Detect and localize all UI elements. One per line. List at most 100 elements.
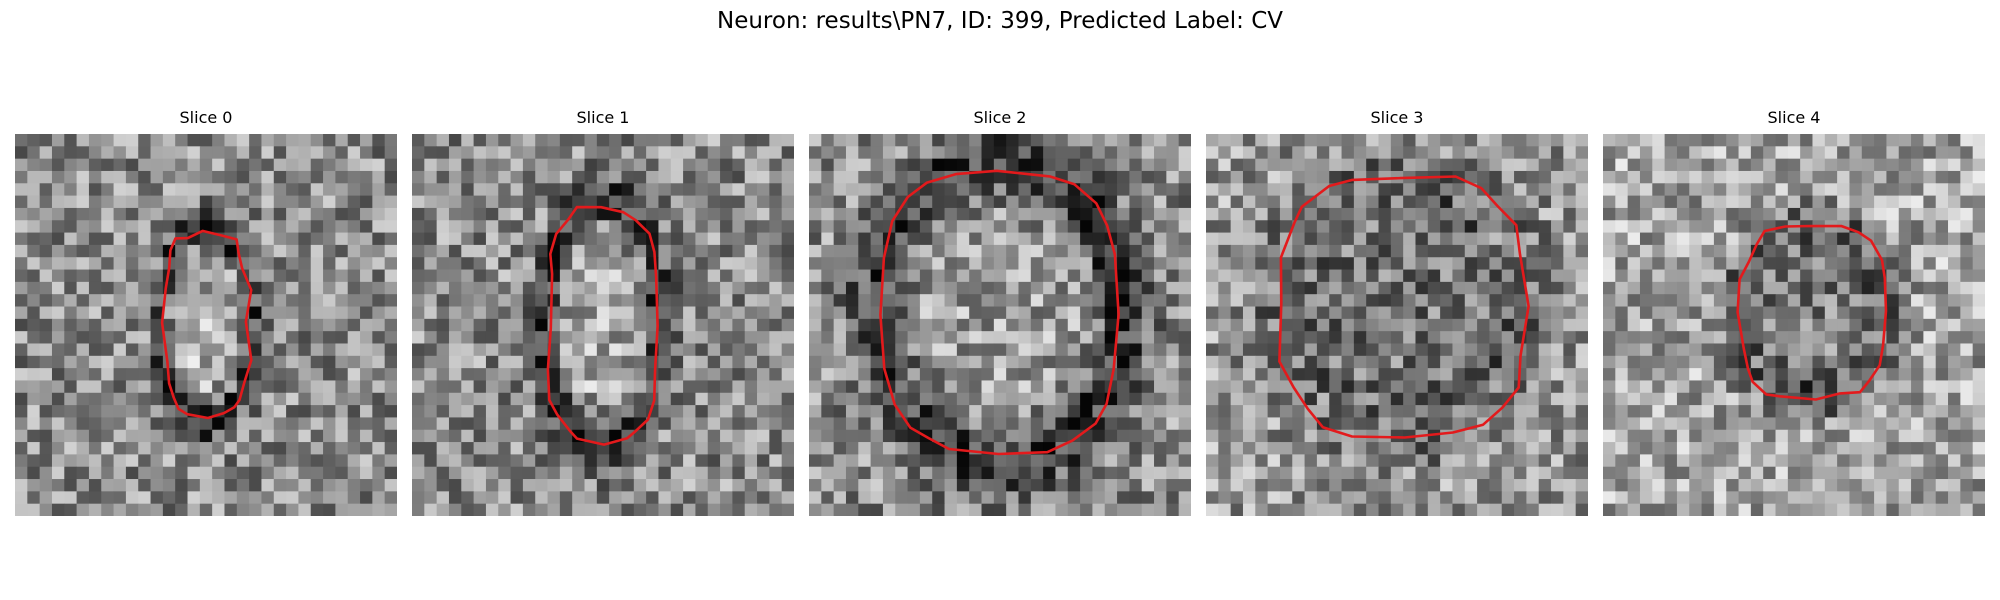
pixel [64,491,78,505]
pixel [919,368,933,381]
pixel [1452,331,1466,344]
pixel [76,380,90,394]
pixel [1006,380,1019,394]
pixel [809,466,822,480]
pixel [1664,503,1678,516]
pixel [360,306,373,320]
pixel [670,257,684,270]
pixel [1639,146,1653,160]
pixel [273,257,287,270]
pixel [298,503,312,516]
pixel [1067,479,1081,492]
pixel [1080,355,1093,369]
pixel [224,170,238,184]
pixel [1452,134,1466,147]
pixel [658,318,672,332]
pixel [1639,491,1653,505]
pixel [1948,392,1961,406]
slice-title-1: Slice 1 [576,108,630,127]
pixel [522,207,536,221]
pixel [1390,306,1404,320]
pixel [522,405,536,418]
pixel [1166,331,1180,344]
pixel [1775,281,1789,295]
pixel [372,405,386,418]
pixel [1849,294,1863,307]
pixel [436,294,450,307]
pixel [138,134,151,147]
pixel [1489,207,1503,221]
pixel [150,134,164,147]
pixel [298,207,312,221]
pixel [1129,306,1143,320]
pixel [347,491,361,505]
pixel [956,392,970,406]
pixel [27,281,41,295]
pixel [707,158,721,172]
pixel [535,380,548,394]
pixel [347,405,361,418]
pixel [1603,183,1616,197]
pixel [858,368,872,381]
pixel [1676,294,1690,307]
pixel [101,355,114,369]
pixel [1067,503,1081,516]
pixel [298,244,312,258]
pixel [1861,343,1875,357]
pixel [870,380,884,394]
pixel [695,479,709,492]
pixel [1800,257,1813,270]
pixel [1415,294,1429,307]
pixel [1242,244,1256,258]
pixel [1353,134,1367,147]
pixel [310,429,324,443]
pixel [1464,146,1478,160]
pixel [809,170,822,184]
pixel [187,429,201,443]
pixel [907,331,921,344]
pixel [138,442,151,455]
pixel [1676,146,1690,160]
pixel [261,220,275,233]
pixel [1738,195,1752,209]
pixel [1627,331,1641,344]
pixel [1676,491,1690,505]
pixel [658,294,672,307]
pixel [932,318,945,332]
pixel [1972,183,1985,197]
pixel [1255,429,1269,443]
pixel [522,343,536,357]
pixel [1787,417,1801,431]
pixel [199,158,213,172]
pixel [101,244,114,258]
pixel [1538,380,1552,394]
pixel [882,355,896,369]
pixel [1615,318,1629,332]
pixel [1713,146,1727,160]
pixel [1538,146,1552,160]
pixel [535,220,548,233]
pixel [609,294,622,307]
pixel [1292,158,1305,172]
pixel [1886,454,1900,468]
pixel [310,220,324,233]
slice-panel-4: Slice 4 [1603,108,1985,518]
pixel [1627,183,1641,197]
pixel [1787,380,1801,394]
pixel [833,294,847,307]
pixel [1255,170,1269,184]
pixel [1849,306,1863,320]
pixel [27,257,41,270]
pixel [522,466,536,480]
pixel [707,368,721,381]
pixel [150,306,164,320]
pixel [1378,479,1392,492]
pixel [621,355,635,369]
pixel [559,392,573,406]
pixel [781,294,794,307]
pixel [1837,207,1850,221]
pixel [150,269,164,283]
pixel [1713,294,1727,307]
pixel [1366,207,1379,221]
pixel [335,232,349,246]
